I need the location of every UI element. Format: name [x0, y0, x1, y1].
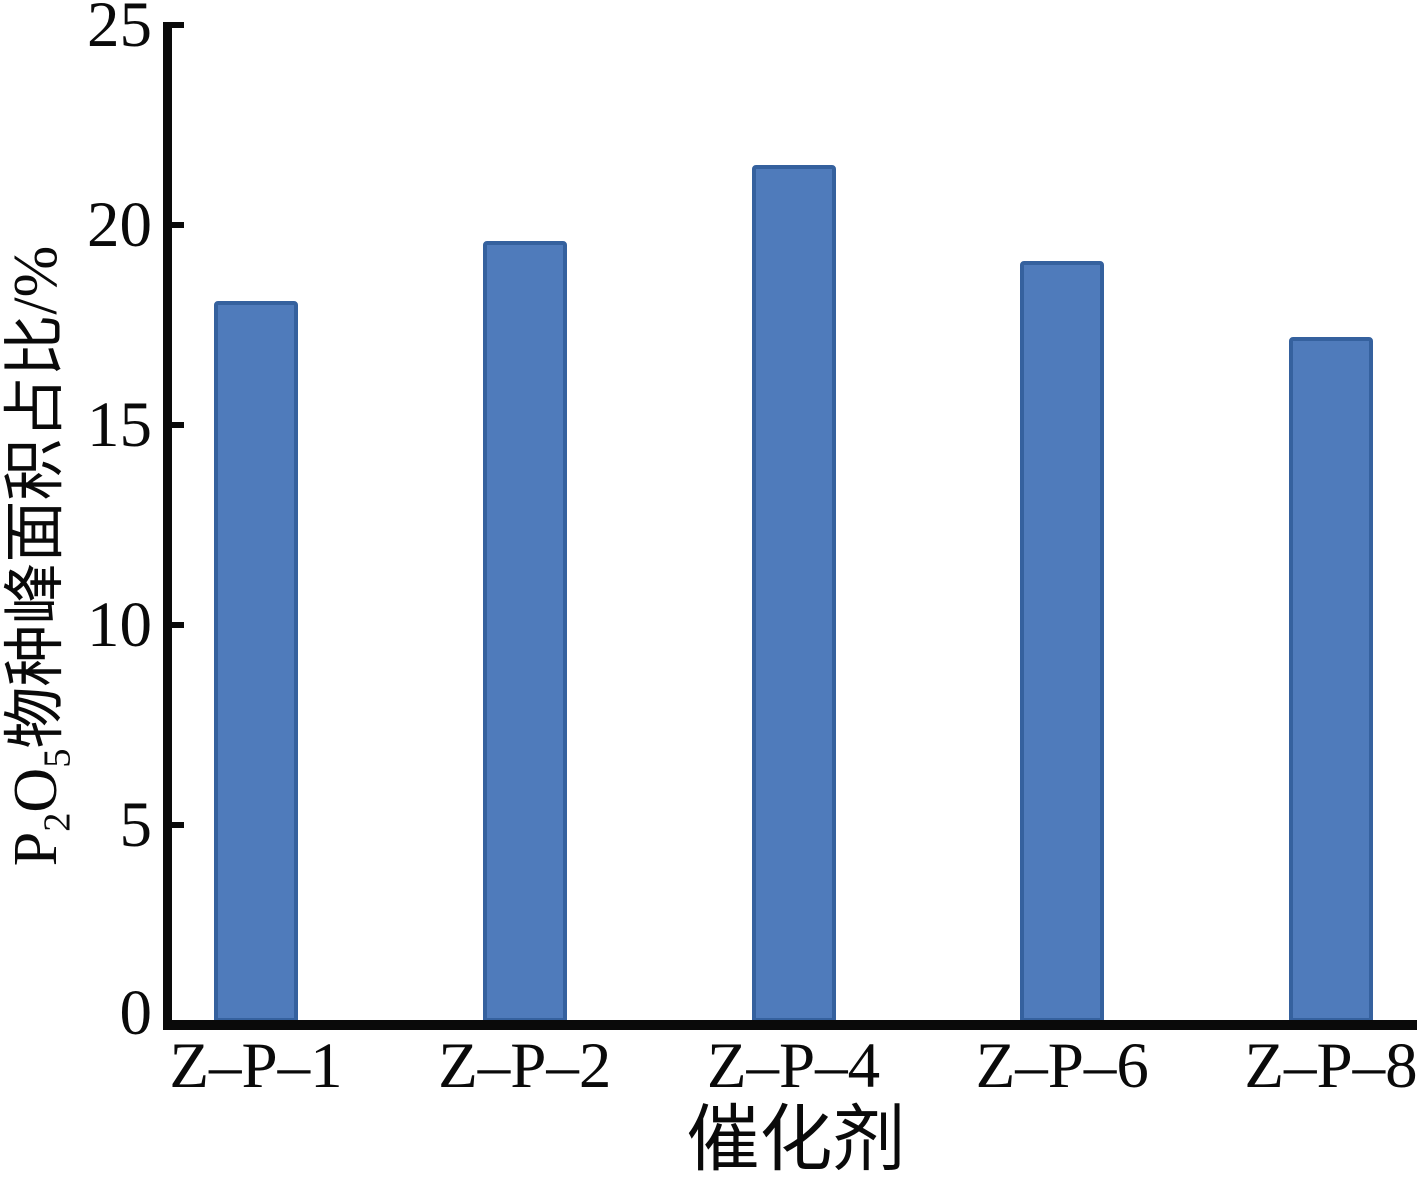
y-tick-label: 25 — [87, 0, 152, 61]
x-tick-label: Z–P–6 — [975, 1030, 1149, 1102]
bar-Z–P–6 — [1020, 261, 1105, 1022]
bar-Z–P–2 — [482, 241, 567, 1022]
y-tick-label: 15 — [87, 389, 152, 461]
x-axis-title: 催化剂 — [686, 1099, 906, 1180]
y-tick-label: 10 — [87, 589, 152, 661]
y-axis-title-text: 物种峰面积占比/% — [2, 245, 70, 749]
y-tick — [172, 222, 184, 228]
y-axis-line — [163, 22, 172, 1030]
x-tick-label: Z–P–8 — [1244, 1030, 1417, 1102]
y-tick — [172, 622, 184, 628]
y-tick — [172, 822, 184, 828]
x-axis-line — [163, 1020, 1417, 1030]
y-axis-title-subscript: 5 — [36, 748, 79, 768]
x-tick-label: Z–P–1 — [169, 1030, 343, 1102]
x-tick-label: Z–P–4 — [706, 1030, 881, 1102]
x-tick-label: Z–P–2 — [438, 1030, 612, 1102]
bar-Z–P–1 — [214, 301, 298, 1022]
y-tick-label: 5 — [119, 789, 153, 861]
bar-Z–P–4 — [751, 165, 836, 1022]
bar-Z–P–8 — [1289, 337, 1373, 1022]
y-tick-label: 0 — [119, 977, 153, 1049]
y-tick — [172, 422, 184, 428]
y-tick — [172, 22, 184, 28]
y-axis-title: P2O5物种峰面积占比/% — [1, 245, 78, 867]
y-tick-label: 20 — [87, 189, 152, 261]
